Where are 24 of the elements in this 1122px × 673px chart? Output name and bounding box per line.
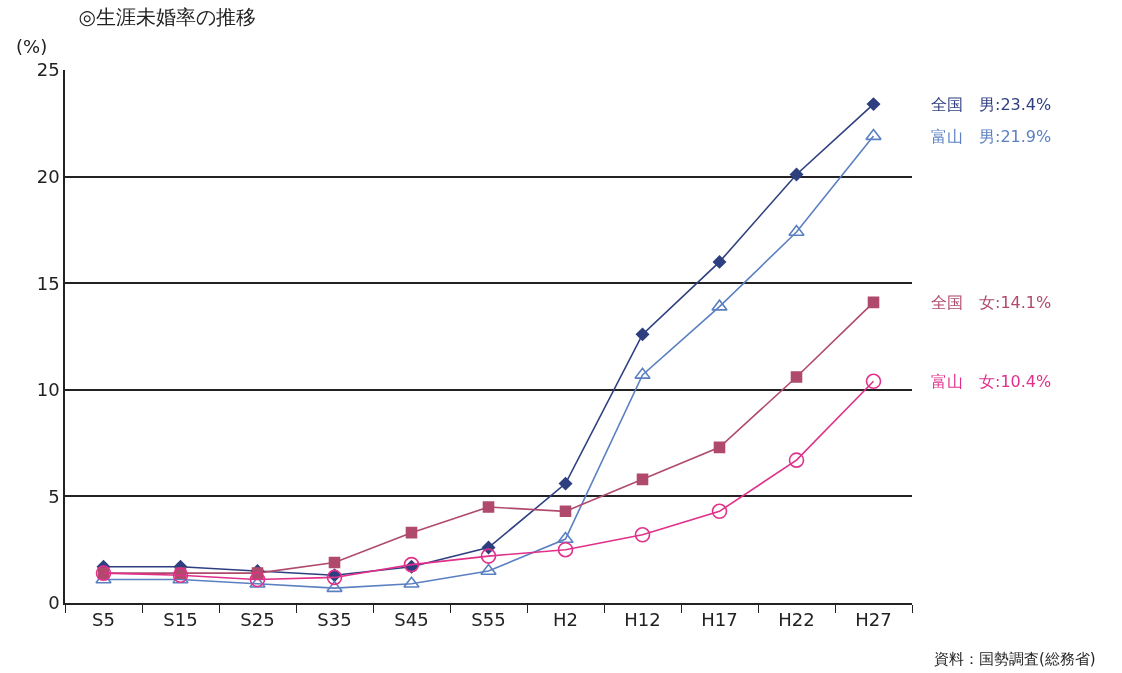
- x-tick-label: S25: [240, 609, 275, 631]
- x-tick-label: S15: [163, 609, 198, 631]
- text: 富山 女:10.4%: [931, 372, 1052, 391]
- y-tick-label: 5: [48, 485, 60, 507]
- y-tick-label: 0: [48, 592, 60, 614]
- x-tick-label: S55: [471, 609, 506, 631]
- y-axis-title: (%): [16, 36, 48, 57]
- chart-title: ◎生涯未婚率の推移: [78, 5, 256, 30]
- x-tick-label: H27: [855, 609, 892, 631]
- text: 全国 男:23.4%: [931, 95, 1052, 114]
- y-tick-label: 15: [36, 272, 60, 294]
- y-tick-label: 20: [36, 165, 60, 187]
- text: 富山 男:21.9%: [931, 127, 1052, 146]
- x-tick-label: H17: [701, 609, 738, 631]
- x-tick-label: S5: [92, 609, 115, 631]
- x-tick-label: H22: [778, 609, 815, 631]
- x-tick-label: H2: [553, 609, 578, 631]
- y-tick-label: 25: [36, 59, 60, 81]
- x-tick-label: S35: [317, 609, 352, 631]
- y-tick-label: 10: [36, 379, 60, 401]
- text: 資料：国勢調査(総務省): [934, 650, 1096, 668]
- x-tick-label: H12: [624, 609, 661, 631]
- x-tick-label: S45: [394, 609, 429, 631]
- text: 全国 女:14.1%: [931, 293, 1052, 312]
